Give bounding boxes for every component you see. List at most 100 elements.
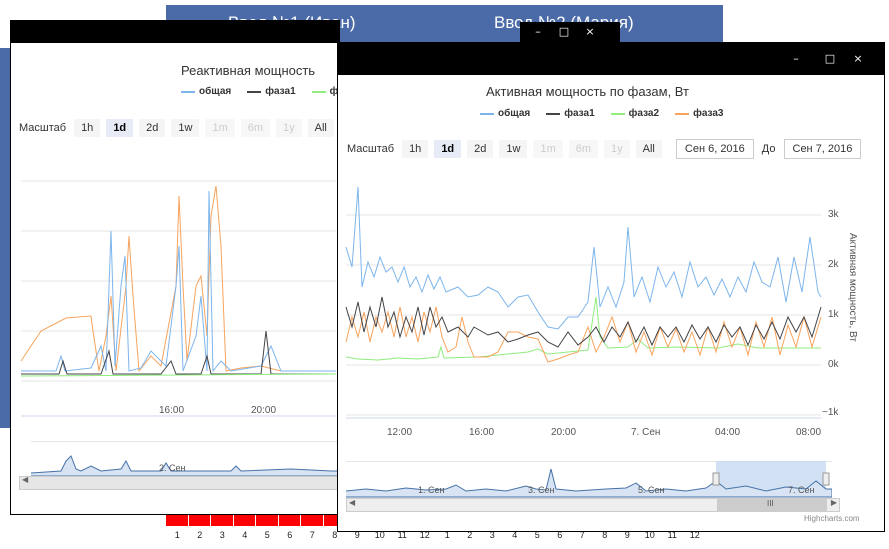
day-number: 6 xyxy=(287,530,293,540)
x-tick-label: 04:00 xyxy=(715,427,741,438)
range-button-1y[interactable]: 1y xyxy=(604,140,630,158)
legend-label: фаза1 xyxy=(564,108,595,119)
x-tick-label: 12:00 xyxy=(387,427,413,438)
range-selector: Масштаб 1h 1d 2d 1w 1m 6m 1y All Сен 6, 2016 До Се… xyxy=(347,139,869,159)
legend-line-icon xyxy=(675,112,690,115)
navigator-label: 1. Сен xyxy=(418,485,445,495)
range-button-1m[interactable]: 1m xyxy=(533,140,563,158)
day-number: 8 xyxy=(602,530,608,540)
active-power-window: – □ × Активная мощность по фазам, Вт общ… xyxy=(337,42,885,532)
legend-item[interactable]: общая xyxy=(181,86,231,97)
day-number: 6 xyxy=(557,530,563,540)
navigator-handle-left[interactable] xyxy=(712,472,720,486)
day-number: 12 xyxy=(419,530,430,540)
navigator-label: 7. Сен xyxy=(788,485,815,495)
to-label: До xyxy=(761,143,776,155)
range-button-1w[interactable]: 1w xyxy=(499,140,528,158)
range-button-6m[interactable]: 6m xyxy=(568,140,599,158)
legend-label: фаза3 xyxy=(693,108,724,119)
minimize-icon[interactable]: – xyxy=(793,52,799,65)
legend-item[interactable]: общая xyxy=(480,108,530,119)
maximize-icon[interactable]: □ xyxy=(558,25,570,38)
scrollbar-thumb[interactable]: III xyxy=(717,499,827,511)
legend-line-icon xyxy=(480,112,494,115)
from-date-input[interactable]: Сен 6, 2016 xyxy=(675,139,754,159)
legend-label: общая xyxy=(498,108,531,119)
day-number: 9 xyxy=(624,530,630,540)
legend-item[interactable]: фаза2 xyxy=(311,86,339,97)
minimize-icon[interactable]: – xyxy=(535,25,541,38)
legend-item[interactable]: фаза1 xyxy=(247,86,296,97)
day-number: 1 xyxy=(444,530,450,540)
day-number: 1 xyxy=(174,530,180,540)
active-chart-svg xyxy=(345,186,822,419)
day-number: 4 xyxy=(242,530,248,540)
range-button-1y[interactable]: 1y xyxy=(276,119,302,137)
to-date-input[interactable]: Сен 7, 2016 xyxy=(783,139,862,159)
x-tick-label: 08:00 xyxy=(796,427,822,438)
maximize-icon[interactable]: □ xyxy=(824,52,836,65)
x-tick-label: 16:00 xyxy=(469,427,495,438)
legend-label: фаза2 xyxy=(628,108,660,119)
navigator-handle-right[interactable] xyxy=(822,472,830,486)
day-number: 8 xyxy=(332,530,338,540)
reactive-power-window: Реактивная мощность общая фаза1 фаза2 Масш… xyxy=(10,20,340,515)
navigator-label: 2. Сен xyxy=(159,463,186,473)
range-button-2d[interactable]: 2d xyxy=(467,140,494,158)
navigator-label: 3. Сен xyxy=(528,485,555,495)
legend-item[interactable]: фаза2 xyxy=(610,108,660,119)
day-number: 7 xyxy=(579,530,585,540)
scroll-left-icon[interactable]: ◀ xyxy=(22,475,29,484)
range-button-1w[interactable]: 1w xyxy=(171,119,200,137)
day-number: 4 xyxy=(512,530,518,540)
legend-line-icon xyxy=(247,90,262,93)
range-button-1h[interactable]: 1h xyxy=(402,140,429,158)
y-tick-label: 1k xyxy=(828,309,839,320)
legend-label: общая xyxy=(199,86,232,97)
day-number: 10 xyxy=(374,530,385,540)
day-number: 9 xyxy=(354,530,360,540)
range-button-1d[interactable]: 1d xyxy=(106,119,134,137)
legend-item[interactable]: фаза1 xyxy=(546,108,595,119)
navigator[interactable] xyxy=(31,441,340,481)
x-tick-label: 16:00 xyxy=(159,405,185,416)
range-button-1m[interactable]: 1m xyxy=(205,119,235,137)
range-button-All[interactable]: All xyxy=(635,140,662,158)
range-button-6m[interactable]: 6m xyxy=(240,119,271,137)
close-icon[interactable]: × xyxy=(853,52,863,65)
range-button-All[interactable]: All xyxy=(307,119,334,137)
day-number: 3 xyxy=(489,530,495,540)
y-axis-title: Активная мощность, Вт xyxy=(847,233,858,342)
close-icon[interactable]: × xyxy=(585,25,595,38)
day-number: 5 xyxy=(534,530,540,540)
scroll-right-icon[interactable]: ▶ xyxy=(830,498,837,507)
range-button-1d[interactable]: 1d xyxy=(434,140,462,158)
window-titlebar: – □ × xyxy=(338,43,884,75)
scroll-left-icon[interactable]: ◀ xyxy=(349,498,356,507)
reactive-chart-svg xyxy=(20,180,337,417)
x-tick-label: 7. Сен xyxy=(631,427,661,438)
range-button-1h[interactable]: 1h xyxy=(74,119,101,137)
scrollbar[interactable]: ◀ xyxy=(19,475,339,490)
scroll-grip-icon: III xyxy=(767,499,774,508)
y-tick-label: 0k xyxy=(828,359,839,370)
navigator[interactable] xyxy=(346,461,832,501)
legend-item[interactable]: фаза3 xyxy=(675,108,723,119)
background-red-strip xyxy=(166,514,346,526)
range-label: Масштаб xyxy=(19,122,67,134)
scrollbar[interactable]: ◀ III ▶ xyxy=(346,498,840,512)
x-tick-label: 20:00 xyxy=(551,427,577,438)
chart-legend: общая фаза1 фаза2 фаза3 xyxy=(480,108,723,119)
legend-line-icon xyxy=(181,90,195,93)
chart-title: Реактивная мощность xyxy=(181,63,316,78)
y-tick-label: −1k xyxy=(822,407,839,418)
chart-title: Активная мощность по фазам, Вт xyxy=(486,84,690,99)
y-tick-label: 2k xyxy=(828,259,839,270)
day-number: 2 xyxy=(467,530,473,540)
day-number: 11 xyxy=(667,530,677,540)
chart-credit[interactable]: Highcharts.com xyxy=(804,514,860,523)
window-titlebar-back: – □ × xyxy=(520,22,620,42)
range-button-2d[interactable]: 2d xyxy=(139,119,166,137)
day-number: 3 xyxy=(219,530,225,540)
background-number-row: 1 2 3 4 5 6 7 8 9 10 11 12 1 2 3 4 5 6 7 8 9 10 11 12 xyxy=(166,530,726,546)
